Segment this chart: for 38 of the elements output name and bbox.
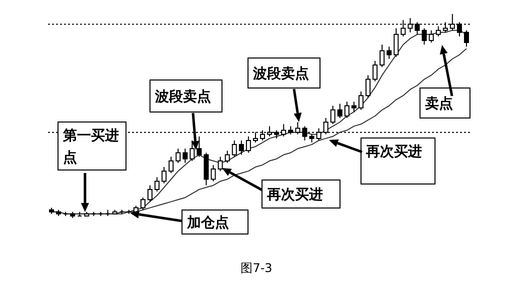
candlestick: [337, 103, 342, 119]
candlestick: [344, 101, 350, 119]
candlestick: [176, 148, 181, 164]
candlestick: [372, 60, 378, 82]
candlestick: [394, 28, 399, 58]
candlestick: [436, 26, 441, 37]
candlestick: [238, 140, 244, 156]
candlestick: [330, 105, 336, 125]
candlestick: [380, 44, 385, 68]
candlestick: [210, 164, 216, 182]
annotation: 波段卖点: [154, 89, 211, 105]
candlestick: [246, 136, 251, 154]
candlestick: [147, 184, 152, 202]
candlestick: [190, 140, 195, 162]
candlestick: [168, 156, 174, 174]
candlestick: [224, 150, 230, 164]
candlestick: [232, 140, 237, 158]
candlestick: [386, 46, 392, 60]
candlestick: [464, 30, 469, 48]
candlestick: [218, 156, 223, 172]
candlestick: [366, 74, 371, 98]
candlestick: [422, 28, 427, 46]
annotation: 卖点: [425, 96, 453, 112]
annotation: 第一买进点: [62, 128, 119, 166]
candlestick: [428, 30, 434, 44]
annotation: 波段卖点: [252, 66, 309, 82]
candlestick: [196, 136, 202, 158]
candlestick: [140, 197, 146, 210]
candlestick: [162, 166, 167, 184]
annotation: 加仓点: [186, 215, 229, 231]
candlestick: [182, 148, 188, 164]
candlestick: [358, 91, 364, 110]
annotation: 再次买进: [266, 187, 323, 203]
annotation: 再次买进: [365, 144, 422, 160]
candlestick: [351, 101, 356, 112]
candlestick: [154, 176, 160, 192]
caption: 图7-3: [240, 260, 274, 277]
candlestick: [295, 122, 300, 135]
